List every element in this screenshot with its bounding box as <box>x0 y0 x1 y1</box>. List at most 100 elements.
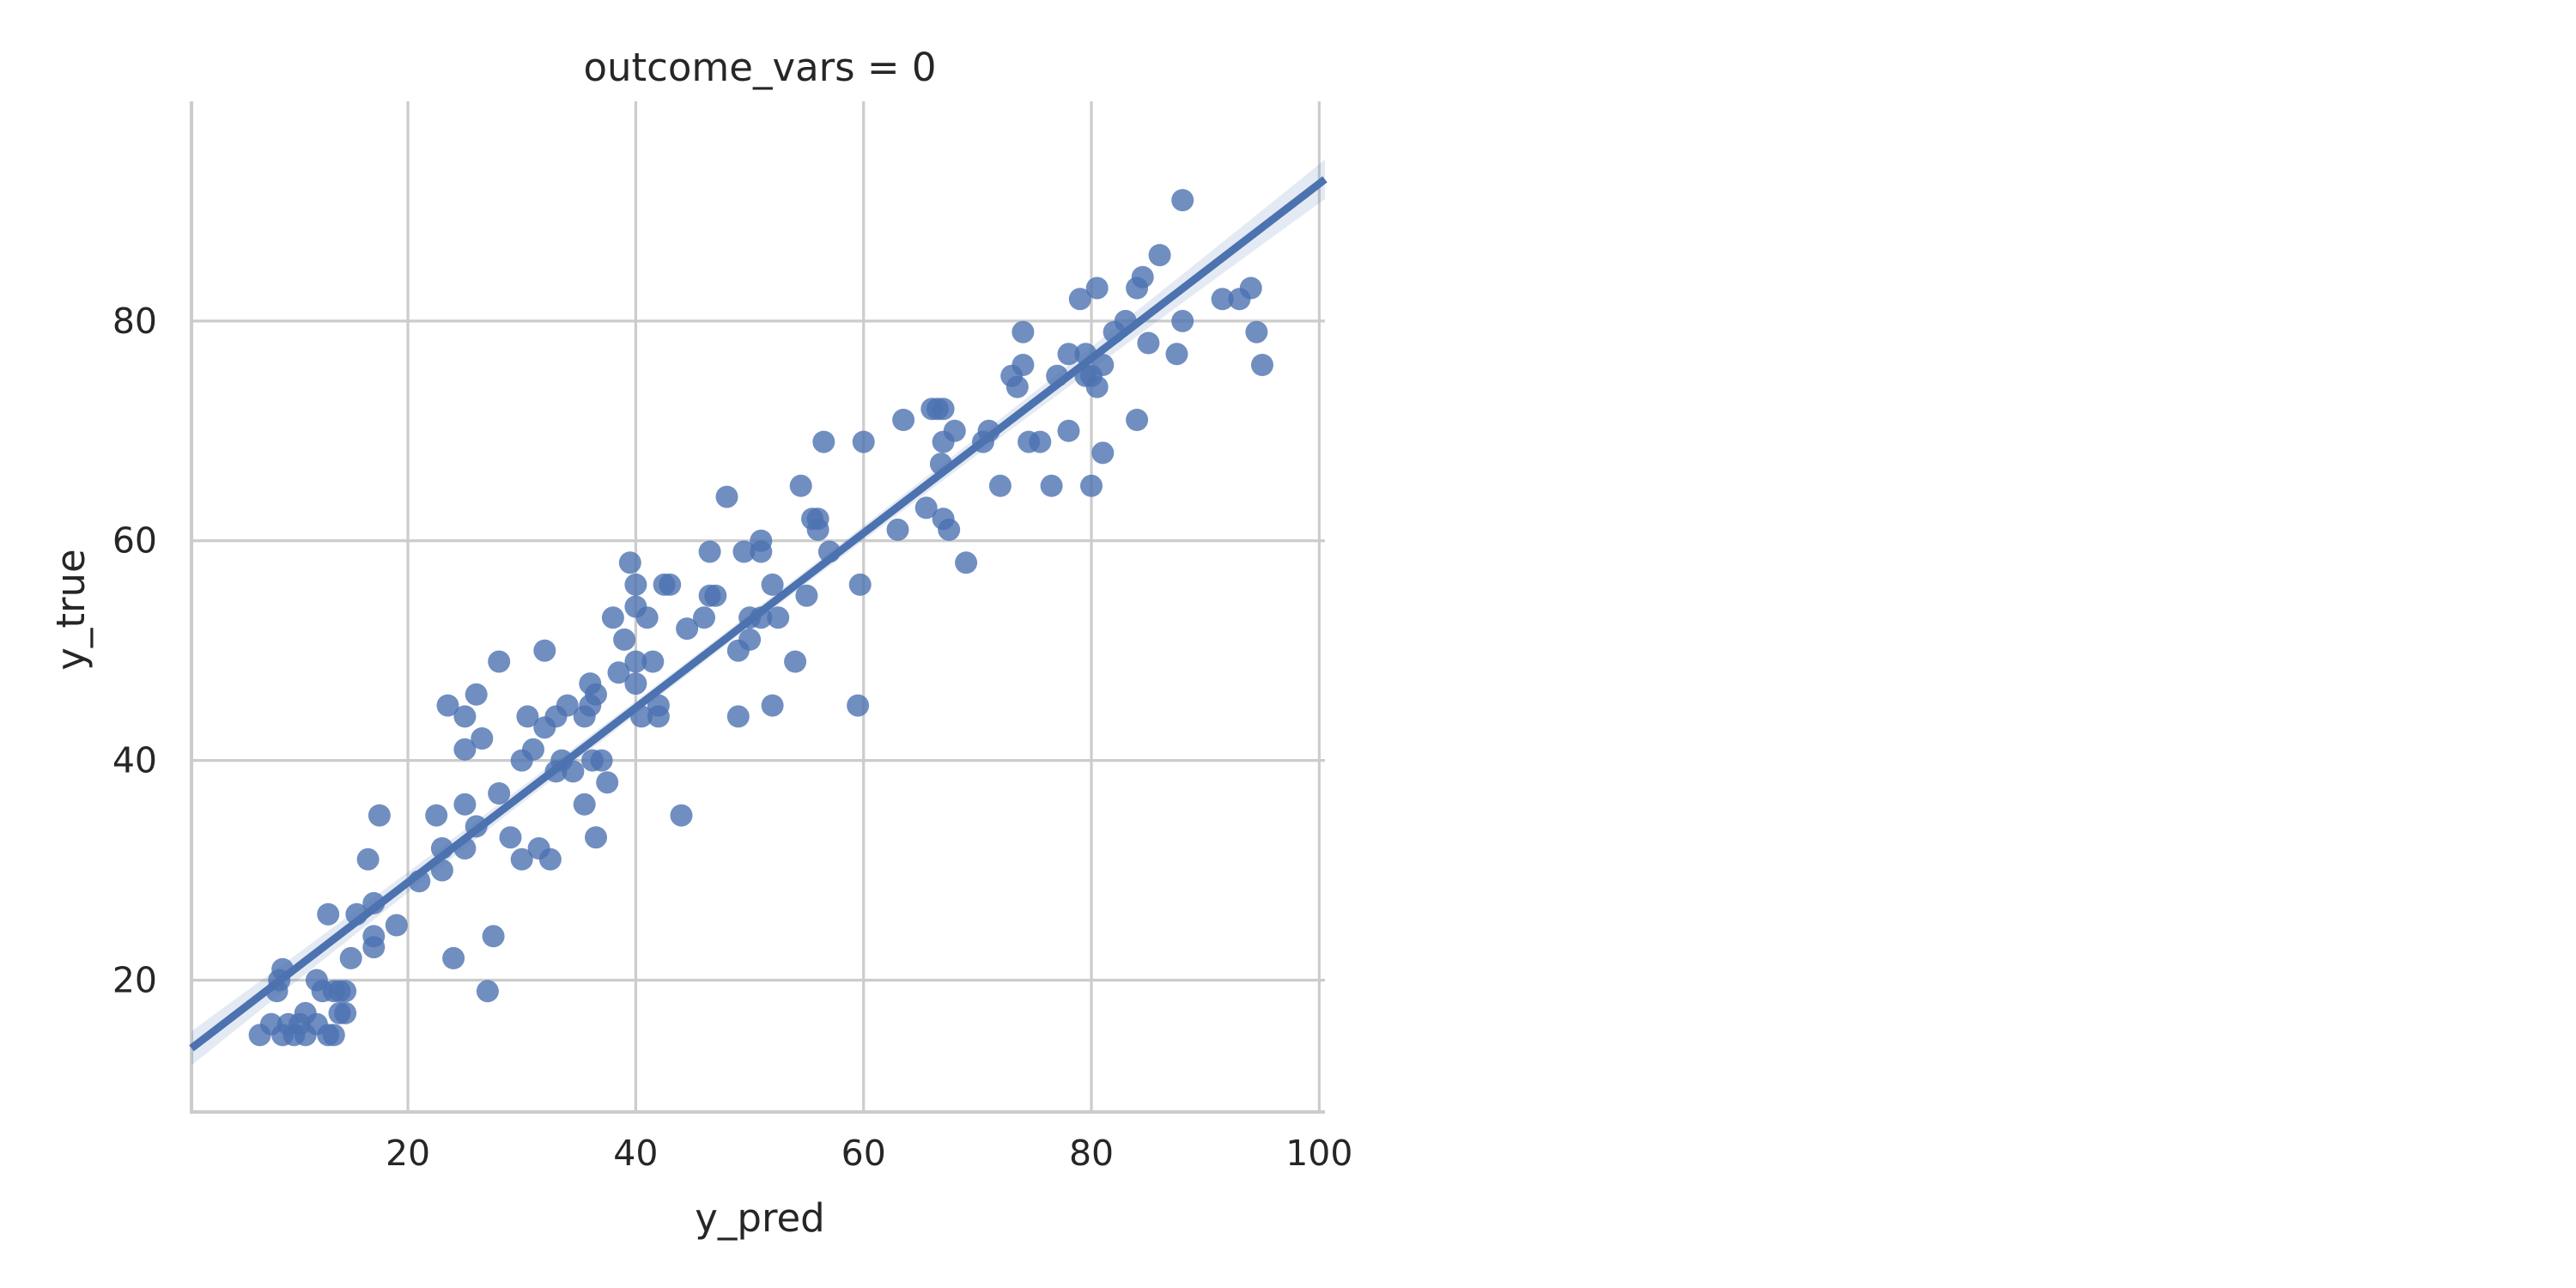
data-point <box>442 946 465 969</box>
data-point <box>499 826 522 849</box>
data-point <box>938 518 961 541</box>
data-point <box>334 980 357 1003</box>
y-tick-label: 40 <box>112 740 157 781</box>
data-point <box>607 661 630 684</box>
data-point <box>1171 189 1194 212</box>
data-point <box>1040 474 1063 497</box>
data-point <box>618 551 641 574</box>
y-tick-label: 60 <box>112 520 157 562</box>
data-point <box>647 694 670 717</box>
data-point <box>590 749 613 772</box>
data-point <box>761 694 784 717</box>
data-point <box>1131 265 1154 289</box>
data-point <box>1012 320 1035 343</box>
data-point <box>635 606 659 629</box>
data-point <box>726 705 750 728</box>
data-point <box>698 540 721 563</box>
data-point <box>659 573 682 596</box>
x-axis-label: y_pred <box>695 1195 824 1241</box>
data-point <box>1171 309 1194 332</box>
data-point <box>812 430 835 453</box>
data-point <box>806 507 829 531</box>
data-point <box>1091 441 1115 465</box>
data-point <box>453 705 477 728</box>
data-point <box>562 760 585 783</box>
data-point <box>624 573 647 596</box>
data-point <box>510 848 533 871</box>
data-point <box>1245 320 1268 343</box>
data-point <box>453 738 477 761</box>
data-point <box>750 529 773 552</box>
data-point <box>362 936 386 959</box>
data-point <box>368 804 391 827</box>
data-point <box>624 650 647 673</box>
data-point <box>339 946 362 969</box>
data-point <box>538 848 562 871</box>
data-point <box>693 606 715 629</box>
regression <box>189 176 1327 1052</box>
data-point <box>886 518 909 541</box>
data-point <box>596 771 619 794</box>
y-tick-label: 80 <box>112 301 157 342</box>
data-point <box>436 694 459 717</box>
data-point <box>488 650 511 673</box>
data-point <box>1029 430 1052 453</box>
data-point <box>1085 276 1109 300</box>
data-point <box>322 1024 345 1047</box>
data-point <box>613 628 636 651</box>
data-point <box>482 925 505 948</box>
data-point <box>522 738 544 761</box>
data-point <box>670 804 693 827</box>
data-point <box>488 782 511 805</box>
data-point <box>1005 375 1029 398</box>
data-point <box>932 398 955 421</box>
data-point <box>356 848 380 871</box>
data-point <box>573 793 596 816</box>
data-point <box>556 694 579 717</box>
data-point <box>476 980 499 1003</box>
data-point <box>1239 276 1262 300</box>
y-axis-label: y_true <box>48 549 94 670</box>
data-point <box>1057 419 1080 442</box>
data-point <box>1165 343 1188 366</box>
data-point <box>892 409 915 431</box>
data-point <box>767 606 790 629</box>
data-point <box>1148 244 1171 267</box>
data-point <box>955 551 978 574</box>
data-point <box>795 584 818 607</box>
data-point <box>761 573 784 596</box>
data-point <box>676 617 699 641</box>
data-point <box>641 650 665 673</box>
data-point <box>1012 354 1035 376</box>
data-point <box>624 672 647 696</box>
x-tick-label: 100 <box>1285 1133 1352 1174</box>
data-point <box>914 496 938 519</box>
data-point <box>516 705 539 728</box>
tick-labels: 20 40 60 80 100 20 40 60 80 <box>112 301 1353 1174</box>
data-point <box>784 650 807 673</box>
data-point <box>471 727 494 750</box>
data-point <box>704 584 727 607</box>
data-point <box>1251 354 1273 376</box>
data-point <box>789 474 812 497</box>
data-point <box>732 540 756 563</box>
data-point <box>1126 409 1149 431</box>
data-point <box>1057 343 1080 366</box>
axes-spines <box>190 101 1325 1114</box>
data-point <box>317 902 340 926</box>
data-point <box>738 628 762 651</box>
data-point <box>585 826 607 849</box>
data-point <box>1091 354 1115 376</box>
data-point <box>852 430 875 453</box>
data-point <box>334 1001 357 1024</box>
regression-line <box>189 176 1327 1052</box>
data-point <box>1211 288 1234 311</box>
data-point <box>1085 375 1109 398</box>
data-point <box>715 485 738 508</box>
data-point <box>465 683 488 706</box>
data-point <box>1068 288 1091 311</box>
data-point <box>848 573 872 596</box>
data-point <box>585 683 607 706</box>
x-tick-label: 40 <box>613 1133 658 1174</box>
